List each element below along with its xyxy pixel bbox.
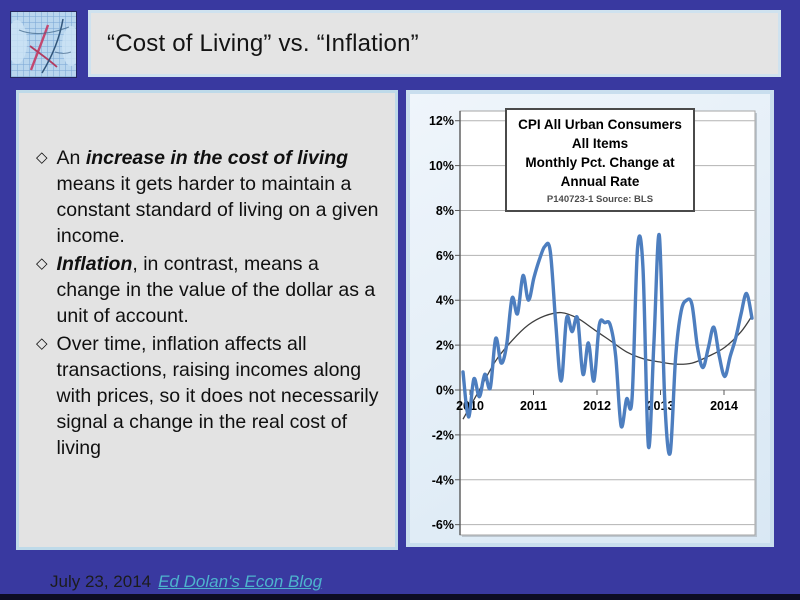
chart-title-line: All Items (571, 136, 629, 151)
chart-panel: 12% 10% 8% 6% 4% 2% 0% -2% -4% -6% 2010 2011 2012 201… (406, 90, 774, 547)
bullet-item: ◇ An increase in the cost of living means… (36, 145, 383, 249)
bullet-item: ◇ Over time, inflation affects all transa… (36, 331, 383, 461)
logo-curves-icon (11, 18, 76, 74)
y-axis-label: -6% (432, 518, 454, 532)
y-axis-label: 0% (436, 384, 454, 398)
y-axis-label: 10% (429, 159, 454, 173)
title-bar: “Cost of Living” vs. “Inflation” (88, 10, 781, 77)
y-axis-label: 6% (436, 249, 454, 263)
footer-blog-link[interactable]: Ed Dolan's Econ Blog (158, 572, 323, 591)
bullet-textbox: ◇ An increase in the cost of living means… (16, 90, 398, 550)
diamond-bullet-icon: ◇ (36, 255, 48, 272)
bullet-text: Inflation, in contrast, means a change i… (56, 253, 376, 327)
econ-curves-logo-thumbnail (10, 11, 77, 78)
chart-title-line: CPI All Urban Consumers (518, 117, 682, 132)
bullet-item: ◇ Inflation, in contrast, means a change … (36, 251, 383, 329)
chart-title-line: Annual Rate (560, 174, 640, 189)
x-axis-label: 2012 (583, 399, 611, 413)
x-axis-label: 2011 (520, 399, 547, 413)
x-axis-label: 2013 (647, 399, 675, 413)
y-axis-label: -4% (432, 473, 454, 487)
monthly-series-line (461, 233, 754, 456)
chart-title-line: Monthly Pct. Change at (525, 155, 675, 170)
bullet-text: Over time, inflation affects all transac… (56, 333, 379, 459)
bottom-edge-strip (0, 594, 800, 600)
y-axis-label: 2% (436, 339, 454, 353)
diamond-bullet-icon: ◇ (36, 149, 48, 166)
diamond-bullet-icon: ◇ (36, 335, 48, 352)
bullet-text: An increase in the cost of living means … (56, 147, 379, 247)
chart-subtitle: P140723-1 Source: BLS (546, 194, 654, 205)
page-title: “Cost of Living” vs. “Inflation” (107, 29, 419, 57)
bullet-list: ◇ An increase in the cost of living means… (19, 145, 395, 461)
y-axis-label: -2% (432, 428, 454, 442)
y-axis-label: 8% (436, 204, 454, 218)
trend-line (462, 311, 753, 420)
x-axis-label: 2014 (710, 399, 738, 413)
y-axis-label: 4% (436, 294, 454, 308)
footer-date: July 23, 2014 (50, 572, 152, 591)
chart-title-box: CPI All Urban Consumers All Items Monthly … (505, 108, 695, 212)
y-axis-label: 12% (429, 114, 454, 128)
footer: July 23, 2014 Ed Dolan's Econ Blog (50, 572, 322, 592)
